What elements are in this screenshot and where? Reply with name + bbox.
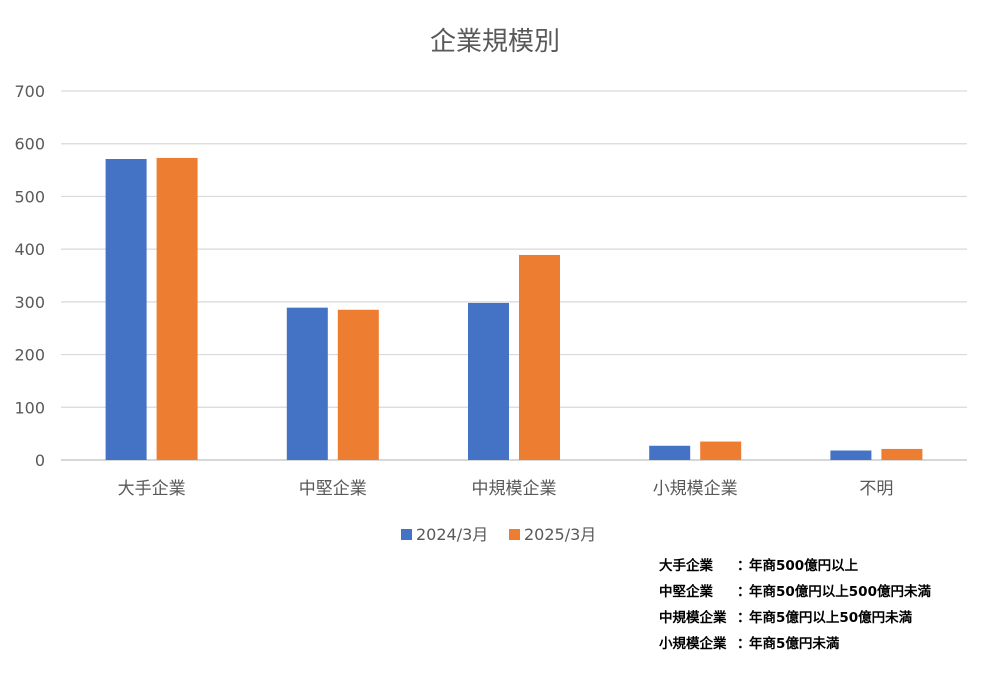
y-tick-label: 200	[14, 346, 45, 365]
x-tick-label: 大手企業	[118, 479, 186, 499]
note-label: 大手企業	[659, 558, 713, 574]
note-colon: ：	[737, 636, 751, 652]
bar	[881, 448, 923, 460]
note-label: 小規模企業	[659, 636, 727, 652]
size-definitions: 大手企業：年商500億円以上 中堅企業：年商50億円以上500億円未満 中規模企…	[659, 553, 931, 657]
bar	[649, 445, 691, 460]
note-label: 中堅企業	[659, 584, 713, 600]
bar	[337, 309, 379, 460]
note-row: 小規模企業 ：年商5億円未満	[659, 631, 931, 657]
note-text: 年商5億円以上50億円未満	[749, 610, 913, 626]
legend: 2024/3月 2025/3月	[401, 525, 596, 544]
y-axis: 0 100 200 300 400 500 600 700	[14, 82, 45, 470]
legend-swatch	[401, 529, 412, 540]
note-row: 大手企業 ：年商500億円以上	[659, 553, 931, 579]
y-tick-label: 700	[14, 82, 45, 101]
x-tick-label: 不明	[859, 479, 893, 499]
legend-swatch	[509, 529, 520, 540]
bar	[105, 159, 147, 460]
y-tick-label: 600	[14, 135, 45, 154]
y-tick-label: 400	[14, 240, 45, 259]
x-axis: 大手企業 中堅企業 中規模企業 小規模企業 不明	[118, 479, 894, 499]
bar	[468, 302, 509, 460]
x-tick-label: 中堅企業	[299, 479, 367, 499]
note-colon: ：	[737, 610, 751, 626]
y-tick-label: 0	[35, 451, 45, 470]
x-tick-label: 中規模企業	[472, 479, 557, 499]
gridlines	[61, 90, 967, 461]
note-colon: ：	[737, 558, 751, 574]
note-row: 中堅企業 ：年商50億円以上500億円未満	[659, 579, 931, 605]
note-text: 年商5億円未満	[749, 636, 840, 652]
y-tick-label: 300	[14, 293, 45, 312]
note-colon: ：	[737, 584, 751, 600]
bar	[519, 254, 560, 460]
note-label: 中規模企業	[659, 610, 727, 626]
chart-title: 企業規模別	[430, 27, 560, 57]
y-tick-label: 500	[14, 187, 45, 206]
bar	[700, 441, 742, 460]
legend-label: 2025/3月	[524, 525, 596, 544]
bar	[286, 307, 328, 460]
bar	[830, 450, 872, 460]
note-text: 年商50億円以上500億円未満	[749, 584, 931, 600]
note-row: 中規模企業 ：年商5億円以上50億円未満	[659, 605, 931, 631]
legend-label: 2024/3月	[416, 525, 488, 544]
bars	[105, 157, 923, 460]
bar	[156, 157, 198, 460]
note-text: 年商500億円以上	[749, 558, 859, 574]
y-tick-label: 100	[14, 398, 45, 417]
x-tick-label: 小規模企業	[653, 479, 738, 499]
